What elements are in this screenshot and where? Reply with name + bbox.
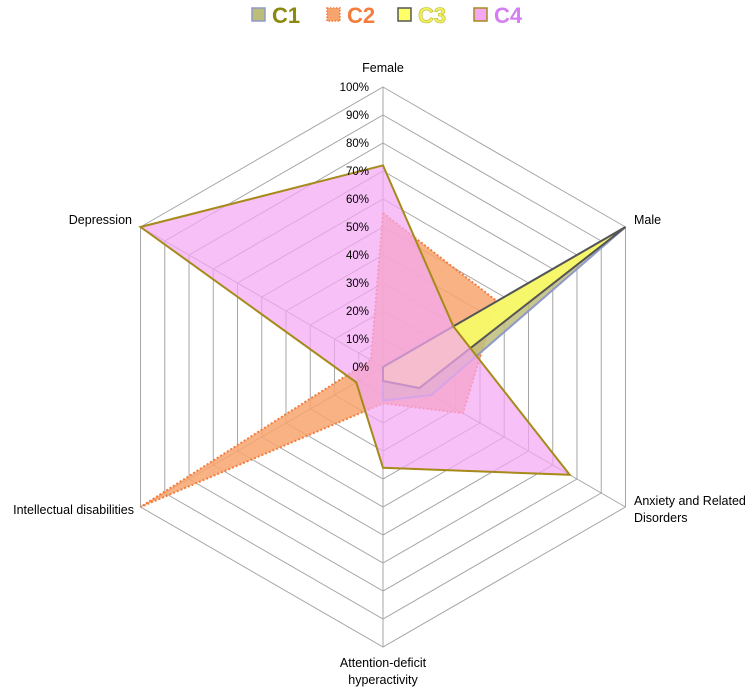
legend-swatch-c3	[397, 7, 412, 22]
tick-label: 80%	[346, 138, 369, 150]
tick-label: 20%	[346, 306, 369, 318]
tick-label: 50%	[346, 222, 369, 234]
tick-label: 40%	[346, 250, 369, 262]
category-label: Depression	[69, 213, 132, 227]
tick-label: 10%	[346, 334, 369, 346]
tick-label: 100%	[340, 82, 369, 94]
category-label: Female	[362, 61, 404, 75]
legend-swatch-c4	[473, 7, 488, 22]
tick-labels: 0% 10% 20% 30% 40% 50% 60% 70% 80% 90% 100%	[340, 82, 369, 374]
legend-label-c3: C3	[418, 3, 446, 28]
category-label: Male	[634, 213, 661, 227]
series-layer	[138, 164, 627, 508]
tick-label: 0%	[352, 362, 369, 374]
legend-label-c2: C2	[347, 3, 375, 28]
series-c4-area	[138, 164, 572, 476]
category-label: Intellectual disabilities	[13, 503, 134, 517]
legend-swatch-c1	[251, 7, 266, 22]
legend-label-c4: C4	[494, 3, 523, 28]
tick-label: 60%	[346, 194, 369, 206]
category-label: Disorders	[634, 511, 688, 525]
legend-label-c1: C1	[272, 3, 300, 28]
tick-label: 30%	[346, 278, 369, 290]
category-label: hyperactivity	[348, 673, 418, 687]
legend-swatch-c2	[326, 7, 341, 22]
legend: C1 C2 C3 C4	[251, 3, 523, 28]
category-label: Anxiety and Related	[634, 494, 746, 508]
category-labels: Female Male Anxiety and Related Disorders At…	[13, 61, 746, 687]
tick-label: 70%	[346, 166, 369, 178]
tick-label: 90%	[346, 110, 369, 122]
category-label: Attention-deficit	[340, 656, 427, 670]
